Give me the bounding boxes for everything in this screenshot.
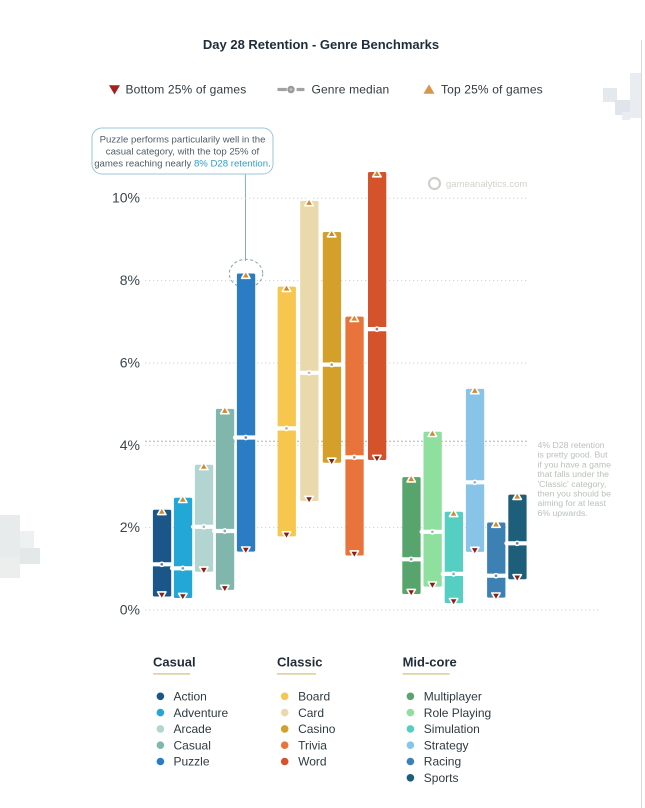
svg-text:2%: 2% (120, 519, 140, 535)
svg-text:4%: 4% (120, 437, 140, 453)
svg-text:Card: Card (298, 706, 324, 720)
svg-text:that falls under the: that falls under the (538, 469, 610, 479)
svg-text:Role Playing: Role Playing (424, 706, 491, 720)
svg-text:6%: 6% (120, 355, 140, 371)
svg-text:Action: Action (174, 690, 207, 704)
svg-text:Racing: Racing (424, 755, 461, 769)
svg-text:Bottom 25% of games: Bottom 25% of games (126, 83, 247, 97)
svg-text:Day 28 Retention - Genre Bench: Day 28 Retention - Genre Benchmarks (203, 37, 439, 52)
svg-text:Puzzle performs particularily: Puzzle performs particularily well in th… (100, 134, 266, 145)
svg-text:Genre median: Genre median (312, 83, 390, 97)
svg-text:Casual: Casual (153, 655, 196, 670)
svg-text:Strategy: Strategy (424, 738, 469, 752)
svg-text:Trivia: Trivia (298, 738, 327, 752)
svg-text:Multiplayer: Multiplayer (424, 690, 482, 704)
svg-text:Casino: Casino (298, 722, 336, 736)
svg-text:is pretty good. But: is pretty good. But (538, 450, 609, 460)
svg-text:Mid-core: Mid-core (403, 655, 457, 670)
svg-text:casual category, with the top: casual category, with the top 25% of (106, 146, 260, 157)
svg-text:Simulation: Simulation (424, 722, 480, 736)
svg-text:games reaching nearly 8% D28 r: games reaching nearly 8% D28 retention. (94, 159, 271, 170)
svg-text:8%: 8% (120, 272, 140, 288)
svg-text:then you should be: then you should be (538, 489, 612, 499)
svg-text:Board: Board (298, 690, 330, 704)
svg-text:'Classic' category,: 'Classic' category, (538, 479, 607, 489)
svg-text:10%: 10% (112, 190, 140, 206)
svg-text:0%: 0% (120, 602, 140, 618)
svg-text:Sports: Sports (424, 771, 459, 785)
svg-text:Classic: Classic (277, 655, 323, 670)
svg-text:Casual: Casual (174, 738, 211, 752)
svg-text:Arcade: Arcade (174, 722, 212, 736)
svg-text:4% D28 retention: 4% D28 retention (538, 440, 605, 450)
svg-text:Puzzle: Puzzle (174, 755, 210, 769)
svg-text:Adventure: Adventure (174, 706, 229, 720)
svg-text:Top 25% of games: Top 25% of games (441, 83, 543, 97)
svg-text:if you have a game: if you have a game (538, 459, 612, 469)
svg-text:aiming for at least: aiming for at least (538, 498, 607, 508)
svg-text:Word: Word (298, 755, 326, 769)
svg-text:gameanalytics.com: gameanalytics.com (446, 179, 527, 190)
svg-text:6% upwards.: 6% upwards. (538, 508, 588, 518)
